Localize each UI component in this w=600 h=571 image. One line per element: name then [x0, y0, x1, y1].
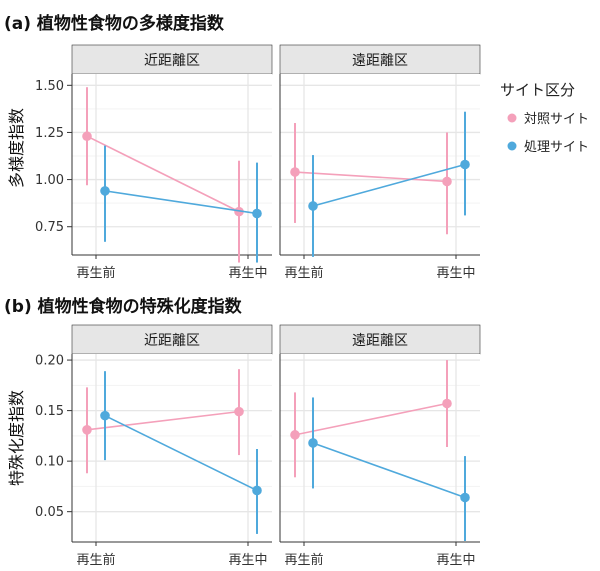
panel-b-facet-far: 遠距離区 再生前 再生中 [279, 324, 481, 568]
series-line [104, 414, 258, 492]
y-tick-label: 1.50 [35, 79, 64, 94]
x-tick-label: 再生前 [76, 552, 115, 568]
legend-label-control: 対照サイト [524, 112, 589, 127]
facet-strip [279, 44, 481, 75]
series-line [312, 442, 466, 499]
data-point [252, 208, 262, 219]
data-point [82, 425, 92, 435]
series-line [86, 135, 240, 213]
series-line [86, 410, 240, 431]
facet-strip [71, 324, 273, 355]
plot-background [72, 74, 272, 255]
panel-b-ylabel: 特殊化度指数 [7, 390, 26, 486]
data-point [82, 131, 92, 142]
plot-background [280, 354, 480, 542]
facet-strip [71, 44, 273, 75]
panel-b-facet-far-plot: 再生前 再生中 [279, 354, 480, 568]
panel-b-facet-near-plot: 再生前 再生中 [71, 354, 272, 568]
panel-a-facet-far: 遠距離区 再生前 再生中 [279, 44, 481, 281]
facet-strip-label: 近距離区 [144, 52, 200, 69]
x-tick-label: 再生前 [284, 265, 323, 281]
data-point [290, 430, 300, 440]
data-point [290, 167, 300, 177]
legend-title: サイト区分 [500, 81, 575, 99]
y-tick-label: 0.10 [35, 455, 64, 470]
panel-b: (b) 植物性食物の特殊化度指数 特殊化度指数 0.05 0.10 0.15 0.20… [4, 296, 481, 568]
data-point [460, 159, 470, 170]
x-tick-label: 再生中 [436, 266, 475, 281]
x-tick-label: 再生中 [228, 266, 267, 281]
panel-b-title: (b) 植物性食物の特殊化度指数 [4, 296, 243, 317]
data-point [442, 176, 452, 187]
data-point [308, 201, 318, 211]
panel-a-title: (a) 植物性食物の多様度指数 [4, 13, 225, 34]
legend-key-treated [507, 141, 517, 151]
panel-a-facet-far-plot: 再生前 再生中 [279, 74, 480, 281]
facet-strip [279, 324, 481, 355]
legend-label-treated: 処理サイト [524, 140, 589, 155]
x-tick-label: 再生前 [76, 265, 115, 281]
y-tick-label: 1.25 [35, 126, 64, 141]
panel-a: (a) 植物性食物の多様度指数 多様度指数 0.75 1.00 1.25 1.50 近… [4, 13, 481, 281]
facet-strip-label: 近距離区 [144, 332, 200, 349]
x-tick-label: 再生前 [284, 552, 323, 568]
data-point [308, 438, 318, 448]
series-line [104, 190, 258, 215]
data-point [234, 406, 244, 417]
data-point [442, 398, 452, 409]
data-point [100, 186, 110, 196]
y-tick-label: 0.20 [35, 354, 64, 369]
data-point [460, 492, 470, 503]
facet-strip-label: 遠距離区 [352, 332, 408, 349]
panel-a-ylabel: 多様度指数 [7, 108, 26, 188]
x-tick-label: 再生中 [228, 553, 267, 568]
panel-a-facet-near-plot: 再生前 再生中 [71, 74, 272, 281]
y-tick-label: 0.05 [35, 505, 64, 520]
x-tick-label: 再生中 [436, 553, 475, 568]
series-line [294, 171, 448, 183]
panel-a-y-axis: 0.75 1.00 1.25 1.50 [35, 79, 72, 235]
data-point [252, 485, 262, 496]
panel-a-facet-near: 近距離区 再生前 再生中 [71, 44, 273, 281]
facet-strip-label: 遠距離区 [352, 52, 408, 69]
series-line [312, 163, 466, 207]
y-tick-label: 0.75 [35, 220, 64, 235]
plot-background [280, 74, 480, 255]
y-tick-label: 1.00 [35, 173, 64, 188]
panel-b-facet-near: 近距離区 再生前 再生中 [71, 324, 273, 568]
series-line [294, 402, 448, 436]
data-point [100, 410, 110, 421]
panel-b-y-axis: 0.05 0.10 0.15 0.20 [35, 354, 72, 520]
legend-key-control [507, 113, 517, 123]
legend: サイト区分 対照サイト 処理サイト [500, 81, 589, 155]
y-tick-label: 0.15 [35, 404, 64, 419]
